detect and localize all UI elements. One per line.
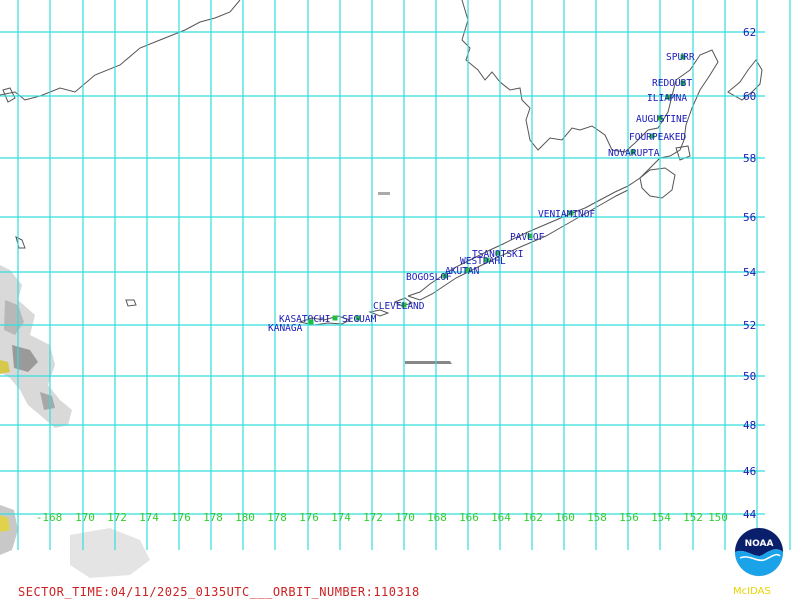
volcano-label-novarupta: NOVARUPTA — [608, 148, 660, 159]
volcano-marker-fourpeaked — [649, 133, 655, 139]
volcano-label-tsanotski: TSANOTSKI — [472, 249, 523, 260]
lon-label-9: 174 — [331, 511, 351, 524]
lon-label-18: 156 — [619, 511, 639, 524]
volcano-marker-augustine — [657, 115, 663, 121]
lat-label-62: 62 — [743, 26, 756, 39]
volcano-augustine: AUGUSTINE — [636, 114, 688, 125]
volcano-marker-spurr — [680, 54, 686, 60]
volcano-label-spurr: SPURR — [666, 52, 695, 63]
volcano-label-veniaminof: VENIAMINOF — [538, 209, 595, 220]
noaa-logo-text: NOAA — [745, 539, 774, 549]
volcano-iliamna: ILIAMNA — [647, 93, 687, 104]
volcano-marker-iliamna — [665, 94, 671, 100]
volcano-redoubt: REDOUBT — [652, 78, 692, 89]
volcano-label-kasatochi: KASATOCHI — [279, 314, 330, 325]
volcano-label-augustine: AUGUSTINE — [636, 114, 688, 125]
volcano-marker-cleveland — [401, 302, 407, 308]
noaa-logo: NOAA — [734, 527, 784, 577]
volcano-tsanotski: TSANOTSKI — [472, 249, 523, 260]
lon-label-14: 164 — [491, 511, 511, 524]
lon-label-19: 154 — [651, 511, 671, 524]
volcano-fourpeaked: FOURPEAKED — [629, 132, 686, 143]
volcano-bogoslof: BOGOSLOF — [406, 272, 452, 283]
cloud-imagery — [0, 192, 452, 578]
volcano-label-pavlof: PAVLOF — [510, 232, 545, 243]
lon-label-4: 176 — [171, 511, 191, 524]
volcano-marker-redoubt — [680, 80, 686, 86]
volcano-label-akutan: AKUTAN — [445, 266, 480, 277]
volcano-akutan: AKUTAN — [445, 266, 480, 277]
volcano-marker-veniaminof — [568, 210, 574, 216]
longitude-labels: -168 170 172 174 176 178 180 178 176 174 172 170 168… — [36, 511, 728, 524]
lon-label-0: -168 — [36, 511, 63, 524]
volcano-westdahl: WESTDAHL — [460, 256, 506, 267]
lon-label-10: 172 — [363, 511, 383, 524]
lat-label-60: 60 — [743, 90, 756, 103]
volcano-kasatochi: KASATOCHI — [279, 314, 338, 325]
lat-label-52: 52 — [743, 319, 756, 332]
volcano-kanaga: KANAGA — [268, 319, 314, 334]
lon-label-13: 166 — [459, 511, 479, 524]
volcano-marker-kasatochi — [332, 315, 338, 321]
volcano-seguam: SEGUAM — [342, 314, 377, 325]
mcidas-label: McIDAS — [733, 586, 771, 597]
lon-label-3: 174 — [139, 511, 159, 524]
volcano-marker-akutan — [465, 267, 471, 273]
lat-lon-grid — [0, 0, 791, 550]
lon-label-20: 152 — [683, 511, 703, 524]
lon-label-16: 160 — [555, 511, 575, 524]
volcano-marker-pavlof — [527, 233, 533, 239]
lat-label-58: 58 — [743, 152, 756, 165]
volcano-marker-seguam — [355, 315, 361, 321]
volcano-marker-bogoslof — [442, 273, 448, 279]
volcano-marker-novarupta — [630, 149, 636, 155]
lat-label-44: 44 — [743, 508, 757, 521]
lon-label-6: 180 — [235, 511, 255, 524]
lat-label-46: 46 — [743, 465, 756, 478]
lon-label-15: 162 — [523, 511, 543, 524]
volcano-marker-westdahl — [484, 257, 490, 263]
lon-label-5: 178 — [203, 511, 223, 524]
lon-label-2: 172 — [107, 511, 127, 524]
lat-label-50: 50 — [743, 370, 756, 383]
lat-label-56: 56 — [743, 211, 756, 224]
volcano-label-fourpeaked: FOURPEAKED — [629, 132, 686, 143]
volcano-label-bogoslof: BOGOSLOF — [406, 272, 452, 283]
lon-label-8: 176 — [299, 511, 319, 524]
lon-label-7: 178 — [267, 511, 287, 524]
volcano-novarupta: NOVARUPTA — [608, 148, 660, 159]
latitude-labels: 62 60 58 56 54 52 50 48 46 44 — [743, 26, 757, 521]
volcano-marker-tsanotski — [495, 250, 501, 256]
coastlines — [0, 0, 763, 326]
volcano-spurr: SPURR — [666, 52, 695, 63]
lat-label-54: 54 — [743, 266, 757, 279]
volcano-cleveland: CLEVELAND — [373, 301, 425, 312]
volcano-markers: SPURR REDOUBT ILIAMNA AUGUSTINE FOURPEAKED NO… — [268, 52, 695, 334]
volcano-marker-kanaga — [308, 319, 314, 325]
volcano-label-cleveland: CLEVELAND — [373, 301, 425, 312]
lon-label-1: 170 — [75, 511, 95, 524]
volcano-label-westdahl: WESTDAHL — [460, 256, 506, 267]
sector-time-footer: SECTOR_TIME:04/11/2025_0135UTC___ORBIT_N… — [18, 585, 420, 599]
lat-label-48: 48 — [743, 419, 756, 432]
volcano-veniaminof: VENIAMINOF — [538, 209, 595, 220]
lon-label-11: 170 — [395, 511, 415, 524]
volcano-label-kanaga: KANAGA — [268, 323, 303, 334]
lon-label-12: 168 — [427, 511, 447, 524]
volcano-label-seguam: SEGUAM — [342, 314, 377, 325]
volcano-pavlof: PAVLOF — [510, 232, 545, 243]
volcano-label-redoubt: REDOUBT — [652, 78, 692, 89]
lon-label-17: 158 — [587, 511, 607, 524]
lon-label-21: 150 — [708, 511, 728, 524]
volcano-label-iliamna: ILIAMNA — [647, 93, 687, 104]
